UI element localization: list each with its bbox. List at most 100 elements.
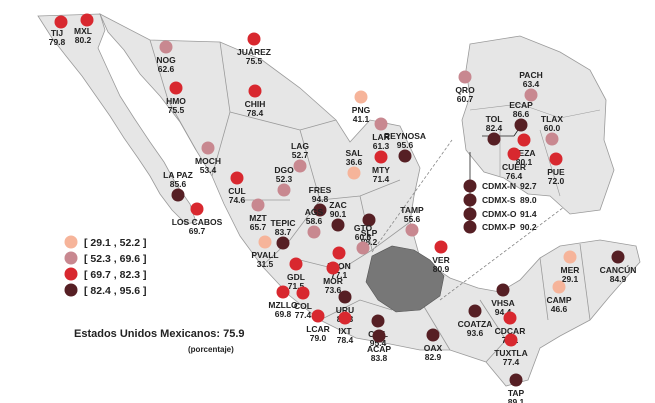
city-cdmx-n: CDMX-N 92.7: [463, 179, 537, 193]
city-name: MOCH: [195, 156, 221, 166]
city-value: 61.3: [373, 141, 390, 151]
city-name: MZT: [249, 213, 267, 223]
city-marker: [458, 70, 472, 84]
city-name: LOS CABOS: [172, 217, 223, 227]
city-value: 78.4: [337, 335, 354, 345]
city-value: 90.2: [520, 222, 537, 232]
city-name: MXL: [74, 26, 92, 36]
city-marker: [289, 257, 303, 271]
city-value: 90.1: [330, 209, 347, 219]
city-marker: [509, 373, 523, 387]
city-marker: [503, 311, 517, 325]
city-value: 53.4: [200, 165, 217, 175]
city-name: TAMP: [400, 205, 424, 215]
city-name: MZLLO: [268, 300, 298, 310]
national-average: Estados Unidos Mexicanos: 75.9: [74, 328, 245, 340]
city-marker: [169, 81, 183, 95]
city-value: 72.0: [548, 176, 565, 186]
city-marker: [463, 179, 477, 193]
city-marker: [332, 246, 346, 260]
city-name: TEPIC: [270, 218, 295, 228]
city-name: CDMX-P: [482, 222, 516, 232]
city-name: PACH: [519, 70, 542, 80]
city-value: 74.6: [229, 195, 246, 205]
city-name: CDMX-S: [482, 195, 516, 205]
city-marker: [405, 223, 419, 237]
city-name: SAL: [346, 148, 363, 158]
city-marker: [463, 220, 477, 234]
city-cdmx-p: CDMX-P 90.2: [463, 220, 537, 234]
cities-layer: TIJ79.8MXL80.2NOG62.6JUÁREZ75.5HMO75.5CH…: [49, 13, 636, 403]
city-cdmx-s: CDMX-S 89.0: [463, 193, 537, 207]
city-name: FRES: [309, 185, 332, 195]
city-name: VER: [432, 255, 449, 265]
city-value: 76.4: [506, 171, 523, 181]
city-name: LA PAZ: [163, 170, 193, 180]
city-marker: [80, 13, 94, 27]
city-value: 89.1: [508, 397, 525, 403]
city-name: PNG: [352, 105, 371, 115]
city-name: HMO: [166, 96, 186, 106]
city-value: 80.9: [433, 264, 450, 274]
city-value: 94.8: [312, 194, 329, 204]
city-value: 69.8: [275, 309, 292, 319]
city-cdmx-o: CDMX-O 91.4: [463, 207, 537, 221]
city-name: JUÁREZ: [237, 47, 271, 57]
legend-label: [ 69.7 , 82.3 ]: [84, 269, 146, 281]
city-marker: [296, 286, 310, 300]
city-value: 80.2: [75, 35, 92, 45]
city-name: CDMX-N: [482, 181, 516, 191]
city-marker: [248, 84, 262, 98]
city-marker: [251, 198, 265, 212]
city-marker: [247, 32, 261, 46]
city-name: QRO: [455, 85, 475, 95]
city-name: COATZA: [458, 319, 493, 329]
city-value: 86.6: [513, 109, 530, 119]
city-marker: [611, 250, 625, 264]
city-name: LAR: [372, 132, 389, 142]
city-value: 75.5: [246, 56, 263, 66]
city-name: CHIH: [245, 99, 266, 109]
city-marker: [545, 132, 559, 146]
legend-swatch: [64, 267, 78, 281]
city-value: 92.7: [520, 181, 537, 191]
city-name: TLAX: [541, 114, 564, 124]
city-marker: [563, 250, 577, 264]
city-name: LAG: [291, 141, 309, 151]
city-marker: [326, 261, 340, 275]
city-marker: [347, 166, 361, 180]
city-value: 46.6: [551, 304, 568, 314]
city-value: 77.4: [503, 357, 520, 367]
city-name: TAP: [508, 388, 525, 398]
legend-label: [ 82.4 , 95.6 ]: [84, 285, 146, 297]
city-marker: [552, 280, 566, 294]
city-name: CAMP: [546, 295, 571, 305]
city-name: MOR: [323, 276, 343, 286]
city-marker: [374, 117, 388, 131]
city-value: 71.5: [288, 281, 305, 291]
